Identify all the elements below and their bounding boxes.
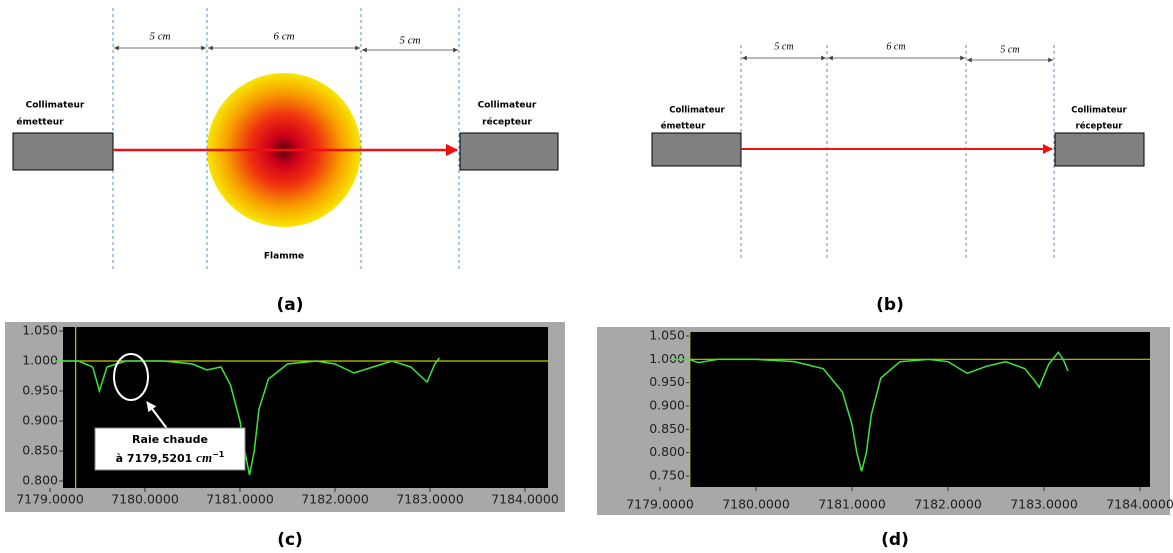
dimension-label: 5 cm: [1000, 44, 1019, 55]
spectrum-line: [669, 351, 1069, 472]
x-tick-label: 7181.0000: [818, 497, 886, 512]
receiver-box: [1054, 132, 1145, 167]
panel-label: (d): [881, 530, 909, 550]
highlight: [113, 353, 149, 401]
x-tick-label: 7180.0000: [722, 497, 790, 512]
panel-label: (b): [876, 295, 904, 315]
emitter-label: émetteur: [16, 117, 64, 128]
y-tick-label: 1.000: [649, 351, 685, 366]
panel-label: (a): [276, 295, 303, 315]
x-tick-label: 7184.0000: [1106, 497, 1173, 512]
receiver-label: Collimateur: [478, 101, 537, 111]
x-tick-label: 7182.0000: [914, 497, 982, 512]
emitter-label: émetteur: [661, 121, 706, 132]
annotation-unit: cm: [196, 450, 212, 465]
y-tick-label: 0.800: [649, 444, 685, 459]
y-tick-label: 0.900: [22, 413, 58, 428]
annotation-text: Raie chaude: [132, 433, 208, 446]
x-tick-label: 7182.0000: [301, 492, 369, 507]
pointer: [146, 401, 169, 431]
emitter-box: [12, 132, 114, 171]
x-tick-label: 7183.0000: [1010, 497, 1078, 512]
dimension-label: 6 cm: [273, 31, 294, 43]
annotation-text: à 7179,5201: [116, 452, 193, 465]
y-tick-label: 0.800: [22, 473, 58, 488]
receiver-box: [459, 132, 559, 171]
x-tick-label: 7184.0000: [491, 492, 559, 507]
x-tick-label: 7179.0000: [626, 497, 694, 512]
emitter-label: Collimateur: [669, 106, 725, 116]
plot-area: [690, 332, 1150, 487]
annotation: Raie chaude à 7179,5201 cm−1: [94, 353, 246, 471]
dimension-label: 5 cm: [399, 35, 420, 47]
emitter-label: Collimateur: [26, 101, 85, 111]
x-tick-label: 7181.0000: [206, 492, 274, 507]
y-tick-label: 1.050: [649, 328, 685, 343]
x-tick-label: 7179.0000: [16, 492, 84, 507]
diagram-b: 5 cm 6 cm 5 cm Collimateur émetteur Coll…: [651, 41, 1145, 315]
y-tick-label: 1.000: [22, 353, 58, 368]
diagram-a: 5 cm 6 cm 5 cm Collimateur émetteur Coll…: [12, 8, 559, 315]
emitter-box: [651, 132, 742, 167]
dimension-label: 6 cm: [886, 41, 905, 52]
receiver-label: récepteur: [482, 117, 532, 128]
y-tick-label: 0.850: [649, 421, 685, 436]
panel-label: (c): [277, 530, 303, 550]
dimension-label: 5 cm: [149, 31, 170, 43]
dimension-label: 5 cm: [774, 41, 793, 52]
y-tick-label: 0.850: [22, 443, 58, 458]
receiver-label: récepteur: [1076, 121, 1124, 132]
y-tick-label: 0.950: [22, 383, 58, 398]
y-tick-label: 0.750: [649, 468, 685, 483]
receiver-label: Collimateur: [1071, 106, 1127, 116]
y-tick-label: 1.050: [22, 323, 58, 338]
x-tick-label: 7180.0000: [111, 492, 179, 507]
annotation-exponent: −1: [212, 450, 225, 459]
y-tick-label: 0.900: [649, 398, 685, 413]
y-tick-label: 0.950: [649, 374, 685, 389]
annotation-box: [94, 427, 246, 471]
annotation-text: à 7179,5201 cm−1: [116, 450, 225, 466]
x-tick-label: 7183.0000: [396, 492, 464, 507]
charts: 0.800 0.850 0.900 0.950 1.000 1.050 7179.0000 7…: [16, 323, 1173, 551]
flame-label: Flamme: [264, 252, 304, 262]
